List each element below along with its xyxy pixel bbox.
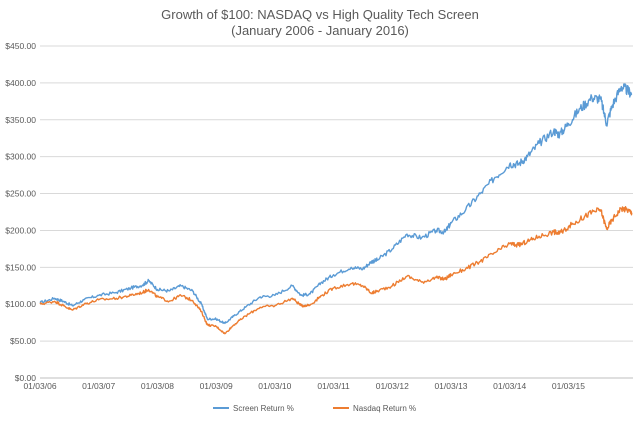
- y-tick-label: $450.00: [5, 41, 36, 51]
- x-tick-labels: 01/03/06 01/03/07 01/03/08 01/03/09 01/03/10…: [23, 381, 585, 391]
- y-tick-label: $100.00: [5, 299, 36, 309]
- x-tick-label: 01/03/06: [23, 381, 56, 391]
- y-tick-labels: $0.00 $50.00 $100.00 $150.00 $200.00 $250.00 $…: [5, 41, 36, 383]
- x-tick-label: 01/03/11: [317, 381, 350, 391]
- series-line-screen-return: [39, 83, 633, 325]
- x-tick-label: 01/03/12: [376, 381, 409, 391]
- y-tick-label: $0.00: [15, 373, 37, 383]
- x-tick-label: 01/03/14: [493, 381, 526, 391]
- x-tick-label: 01/03/10: [258, 381, 291, 391]
- x-tick-label: 01/03/09: [200, 381, 233, 391]
- series-lines: [39, 83, 633, 335]
- x-tick-label: 01/03/08: [141, 381, 174, 391]
- y-tick-label: $250.00: [5, 189, 36, 199]
- gridlines: [40, 45, 633, 342]
- y-tick-label: $350.00: [5, 115, 36, 125]
- x-tick-label: 01/03/07: [82, 381, 115, 391]
- series-line-nasdaq-return: [39, 206, 633, 335]
- legend-label: Screen Return %: [233, 404, 294, 413]
- y-tick-label: $50.00: [10, 336, 36, 346]
- chart-title: Growth of $100: NASDAQ vs High Quality T…: [161, 7, 479, 22]
- y-tick-label: $150.00: [5, 262, 36, 272]
- y-tick-label: $400.00: [5, 78, 36, 88]
- y-tick-label: $200.00: [5, 225, 36, 235]
- y-tick-label: $300.00: [5, 152, 36, 162]
- x-tick-label: 01/03/15: [552, 381, 585, 391]
- x-tick-label: 01/03/13: [434, 381, 467, 391]
- legend-label: Nasdaq Return %: [353, 404, 416, 413]
- chart-subtitle: (January 2006 - January 2016): [231, 23, 409, 38]
- legend: Screen Return % Nasdaq Return %: [213, 404, 416, 413]
